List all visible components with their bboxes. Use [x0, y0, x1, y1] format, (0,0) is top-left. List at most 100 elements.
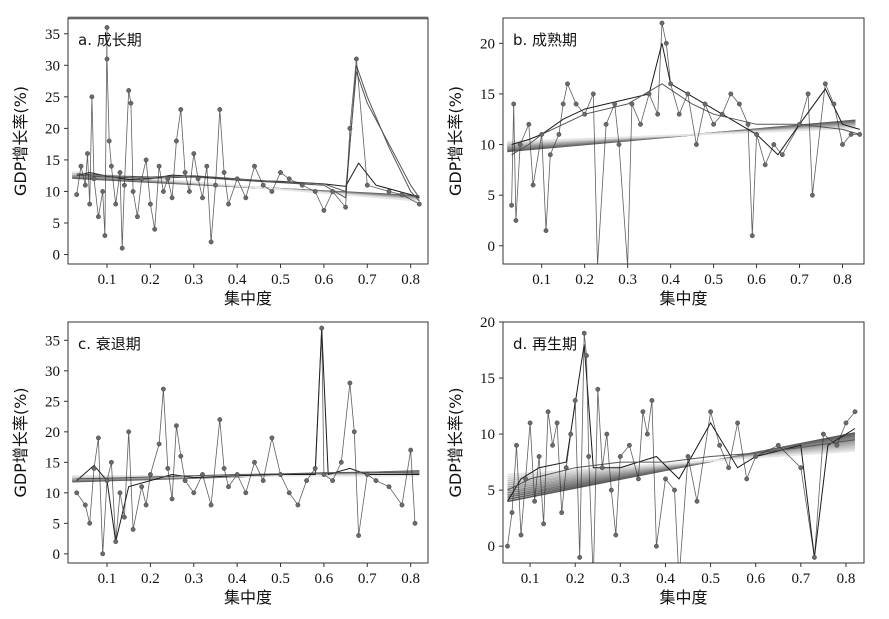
data-point — [834, 442, 840, 448]
x-tick-label: 0.1 — [521, 571, 540, 587]
data-point — [221, 465, 227, 471]
data-point — [559, 510, 565, 515]
data-point — [186, 189, 192, 194]
data-point — [217, 107, 223, 112]
x-tick-label: 0.7 — [358, 272, 377, 288]
data-point — [278, 170, 283, 175]
data-point — [831, 101, 837, 107]
x-axis-title: 集中度 — [224, 588, 272, 607]
y-tick-label: 30 — [45, 58, 60, 74]
data-point — [191, 490, 197, 496]
data-point — [100, 189, 106, 194]
data-point — [848, 131, 854, 137]
y-tick-label: 25 — [45, 90, 60, 106]
y-tick-label: 0 — [53, 248, 61, 264]
data-point — [581, 330, 587, 336]
data-point — [191, 151, 197, 157]
data-point — [775, 442, 781, 448]
data-point — [347, 125, 353, 131]
data-point — [779, 152, 785, 158]
data-point — [676, 111, 682, 117]
data-point — [343, 204, 348, 210]
data-point — [182, 478, 188, 483]
x-tick-label: 0.4 — [656, 571, 675, 587]
data-point — [364, 472, 370, 477]
panel-label: d. 再生期 — [513, 335, 577, 353]
data-point — [745, 121, 751, 127]
data-point — [629, 101, 635, 107]
x-tick-label: 0.1 — [532, 272, 551, 288]
data-point — [586, 454, 592, 459]
data-point — [603, 121, 609, 127]
data-point — [599, 465, 605, 471]
data-point — [165, 465, 171, 471]
data-point — [109, 459, 114, 465]
panel-b: 0.1 0.2 0.3 0.4 0.5 0.6 0.7 0.8 0 5 10 15 20 b. 成熟期集中… — [446, 17, 865, 308]
y-tick-label: 20 — [480, 36, 495, 52]
x-tick-label: 0.2 — [566, 571, 585, 587]
data-point — [165, 176, 171, 182]
data-point — [616, 142, 622, 147]
data-point — [269, 435, 275, 441]
data-point — [590, 91, 596, 97]
data-point — [645, 431, 650, 437]
data-point — [130, 189, 136, 194]
data-point — [156, 441, 162, 447]
x-tick-label: 0.3 — [184, 272, 203, 288]
data-point — [286, 176, 292, 182]
data-point — [852, 409, 858, 415]
data-point — [547, 152, 553, 158]
data-point — [113, 201, 119, 207]
x-tick-label: 0.5 — [701, 571, 720, 587]
x-axis-title: 集中度 — [659, 289, 707, 308]
data-point — [591, 578, 595, 582]
data-point — [286, 490, 292, 496]
data-point — [677, 578, 681, 582]
plot-frame — [502, 17, 865, 265]
x-tick-label: 0.6 — [747, 272, 766, 288]
data-point — [104, 56, 110, 62]
x-tick-label: 0.4 — [228, 571, 247, 587]
y-axis-title: GDP增长率(%) — [446, 86, 465, 196]
data-point — [119, 245, 125, 251]
y-tick-label: 35 — [45, 27, 60, 43]
data-point — [156, 163, 162, 169]
data-point — [169, 195, 175, 201]
data-point — [134, 214, 140, 220]
y-tick-label: 10 — [45, 184, 60, 200]
data-point — [109, 163, 114, 169]
data-point — [208, 502, 214, 508]
data-point — [139, 484, 145, 490]
data-point — [243, 195, 249, 201]
data-point — [122, 514, 127, 520]
data-point — [96, 435, 101, 441]
data-point — [550, 442, 555, 448]
trend-line — [507, 127, 856, 143]
data-point — [87, 520, 93, 526]
data-point — [399, 502, 405, 508]
x-tick-label: 0.8 — [401, 272, 420, 288]
data-point — [399, 192, 405, 198]
data-point — [541, 521, 546, 527]
data-point — [530, 182, 536, 188]
data-point — [612, 101, 618, 107]
data-point — [539, 131, 545, 137]
y-tick-label: 10 — [480, 427, 495, 443]
data-point — [565, 81, 570, 87]
data-point — [87, 201, 93, 207]
y-tick-label: 20 — [45, 425, 60, 441]
data-point — [655, 111, 661, 117]
plot-frame — [67, 321, 429, 564]
data-point — [523, 476, 528, 482]
data-point — [702, 101, 708, 107]
data-point — [278, 472, 283, 477]
x-tick-label: 0.2 — [141, 571, 160, 587]
x-tick-label: 0.4 — [661, 272, 680, 288]
data-point — [708, 409, 713, 415]
y-tick-label: 25 — [45, 394, 60, 410]
data-point — [408, 447, 414, 453]
data-point — [200, 195, 205, 201]
x-tick-label: 0.6 — [315, 272, 334, 288]
x-tick-label: 0.6 — [746, 571, 765, 587]
